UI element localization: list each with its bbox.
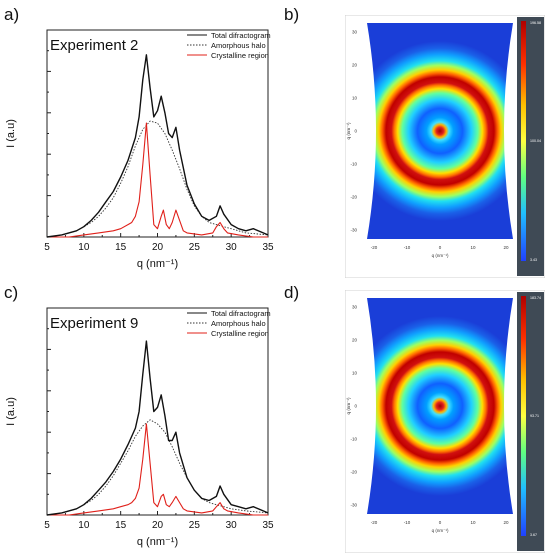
x-axis-label: q (nm⁻¹) bbox=[137, 258, 178, 270]
x-tick-label: 5 bbox=[44, 242, 50, 253]
x-tick-label: 25 bbox=[189, 242, 201, 253]
plot-frame bbox=[46, 29, 269, 238]
y-axis-label: I (a.u) bbox=[5, 119, 17, 148]
map-y-tick-label: -10 bbox=[350, 162, 357, 167]
x-tick-label: 30 bbox=[226, 242, 238, 253]
x-tick-label: 35 bbox=[262, 242, 274, 253]
legend-entry: Amorphous halo bbox=[211, 319, 266, 328]
map-y-tick-label: -30 bbox=[350, 503, 357, 508]
map-x-tick-label: 20 bbox=[503, 520, 509, 525]
legend-entry: Crystalline region bbox=[211, 329, 269, 338]
xrd-line-chart-experiment-2: 5 10 15 20 25 30 35 q (nm⁻¹) I (a.u) Experiment 2… bbox=[5, 29, 274, 270]
x-axis-label: q (nm⁻¹) bbox=[137, 536, 178, 548]
colorbar-min-label: 3.67 bbox=[530, 533, 537, 537]
panel-letter-d: d) bbox=[284, 283, 300, 302]
map-x-tick-label: -10 bbox=[404, 245, 411, 250]
panel-letter-c: c) bbox=[4, 283, 19, 302]
x-tick-label: 30 bbox=[226, 520, 238, 531]
map-y-tick-label: -20 bbox=[350, 470, 357, 475]
x-tick-label: 5 bbox=[44, 520, 50, 531]
x-tick-label: 35 bbox=[262, 520, 274, 531]
chart-title: Experiment 9 bbox=[50, 315, 138, 332]
map-y-tick-label: 0 bbox=[354, 129, 357, 134]
saxs-2d-pattern-d: -20 -10 0 10 20 30 20 10 0 -10 -20 -30 q (nm⁻¹) q (nm… bbox=[345, 290, 545, 553]
legend-entry: Crystalline region bbox=[211, 51, 269, 60]
map-y-tick-label: 30 bbox=[352, 30, 358, 35]
legend-entry: Total difractogram bbox=[211, 31, 271, 40]
x-tick-label: 15 bbox=[115, 520, 127, 531]
map-y-tick-label: 10 bbox=[352, 371, 358, 376]
saxs-2d-pattern-b: -20 -10 0 10 20 30 20 10 0 -10 -20 -30 q (nm⁻¹) q (nm… bbox=[345, 15, 545, 278]
panel-letter-a: a) bbox=[4, 5, 20, 24]
map-x-tick-label: -20 bbox=[371, 245, 378, 250]
map-x-axis-label: q (nm⁻¹) bbox=[432, 528, 449, 533]
map-x-axis-label: q (nm⁻¹) bbox=[432, 253, 449, 258]
map-x-tick-label: -10 bbox=[404, 520, 411, 525]
map-y-tick-label: -30 bbox=[350, 228, 357, 233]
colorbar-mid-label: 93.71 bbox=[530, 414, 539, 418]
x-tick-label: 10 bbox=[78, 520, 90, 531]
plot-frame bbox=[46, 307, 269, 516]
map-x-tick-label: 20 bbox=[503, 245, 509, 250]
x-tick-label: 15 bbox=[115, 242, 127, 253]
legend-entry: Amorphous halo bbox=[211, 41, 266, 50]
panel-letter-b: b) bbox=[284, 5, 300, 24]
map-y-tick-label: 30 bbox=[352, 305, 358, 310]
colorbar-min-label: 3.43 bbox=[530, 258, 537, 262]
x-tick-label: 20 bbox=[152, 242, 164, 253]
series-line-amorphous-halo bbox=[46, 120, 269, 238]
series-line-total-difractogram bbox=[46, 340, 269, 516]
chart-title: Experiment 2 bbox=[50, 37, 138, 54]
map-y-tick-label: 10 bbox=[352, 96, 358, 101]
xrd-line-chart-experiment-9: 5 10 15 20 25 30 35 q (nm⁻¹) I (a.u) Experiment 9… bbox=[5, 307, 274, 548]
series-line-crystalline-region bbox=[47, 122, 268, 238]
colorbar-max-label: 183.74 bbox=[530, 296, 541, 300]
scattering-pattern bbox=[367, 298, 513, 514]
map-y-tick-label: -20 bbox=[350, 195, 357, 200]
scattering-pattern bbox=[367, 23, 513, 239]
colorbar-max-label: 196.58 bbox=[530, 21, 541, 25]
x-tick-label: 25 bbox=[189, 520, 201, 531]
legend-entry: Total difractogram bbox=[211, 309, 271, 318]
map-x-tick-label: 10 bbox=[470, 520, 476, 525]
series-line-amorphous-halo bbox=[46, 419, 269, 516]
map-x-tick-label: -20 bbox=[371, 520, 378, 525]
colorbar bbox=[521, 21, 526, 261]
map-y-tick-label: 20 bbox=[352, 338, 358, 343]
x-tick-label: 20 bbox=[152, 520, 164, 531]
map-y-tick-label: 20 bbox=[352, 63, 358, 68]
map-y-tick-label: -10 bbox=[350, 437, 357, 442]
colorbar bbox=[521, 296, 526, 536]
map-y-axis-label: q (nm⁻¹) bbox=[346, 122, 351, 139]
series-line-crystalline-region bbox=[47, 423, 268, 516]
colorbar-mid-label: 100.04 bbox=[530, 139, 541, 143]
map-x-tick-label: 10 bbox=[470, 245, 476, 250]
map-x-tick-label: 0 bbox=[439, 520, 442, 525]
series-line-total-difractogram bbox=[46, 54, 269, 238]
map-y-axis-label: q (nm⁻¹) bbox=[346, 397, 351, 414]
map-y-tick-label: 0 bbox=[354, 404, 357, 409]
x-tick-label: 10 bbox=[78, 242, 90, 253]
y-axis-label: I (a.u) bbox=[5, 397, 17, 426]
map-x-tick-label: 0 bbox=[439, 245, 442, 250]
